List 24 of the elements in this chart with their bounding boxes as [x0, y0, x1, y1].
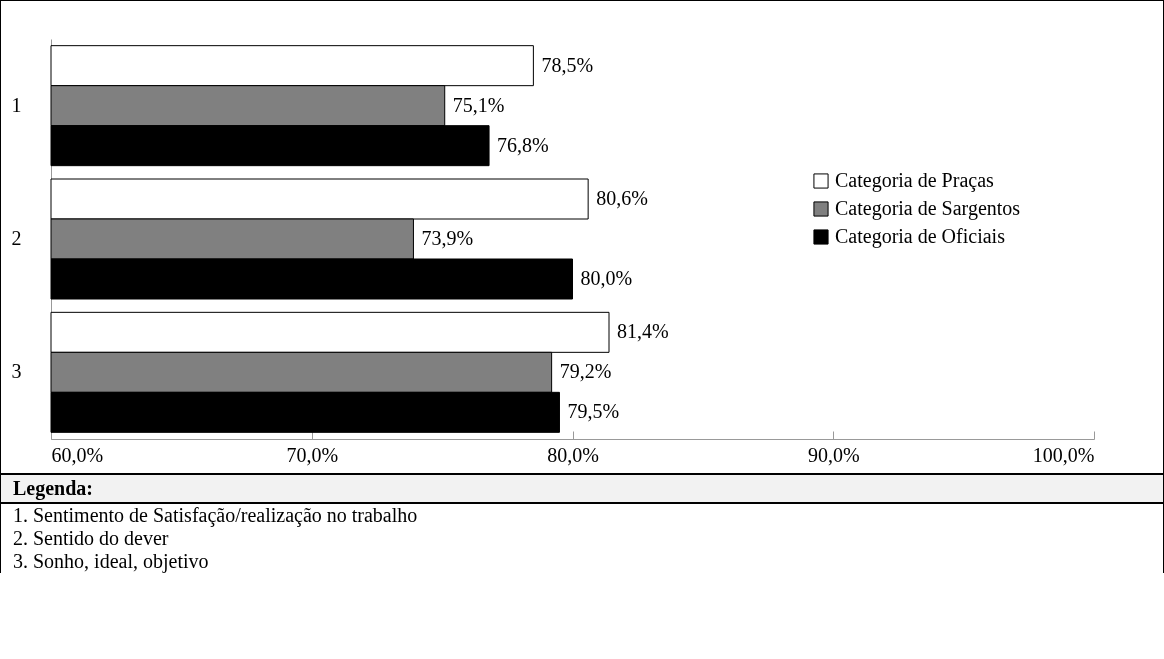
x-tick-label: 60,0%: [51, 443, 104, 466]
text: 3. Sonho, ideal, objetivo: [12, 550, 210, 573]
data-label: 80,6%: [596, 187, 648, 209]
data-label: 79,5%: [567, 400, 620, 423]
legend-label: Categoria de Sargentos: [835, 197, 1021, 220]
y-tick-label: 2: [11, 227, 22, 249]
data-label: 78,5%: [541, 53, 594, 76]
data-label: 80,0%: [580, 267, 633, 289]
data-label: 81,4%: [617, 320, 669, 343]
text: Legenda:: [1, 473, 1163, 504]
x-tick-label: 80,0%: [547, 443, 599, 466]
text: 2. Sentido do dever: [12, 527, 170, 550]
data-label: 76,8%: [497, 133, 549, 156]
legend-label: Categoria de Oficiais: [835, 225, 1006, 248]
x-tick-label: 90,0%: [807, 443, 860, 466]
x-tick-label: 70,0%: [286, 443, 339, 466]
text: 1. Sentimento de Satisfação/realização no trabalho: [12, 504, 419, 527]
data-label: 73,9%: [421, 227, 474, 249]
data-label: 75,1%: [452, 93, 505, 116]
y-tick-label: 3: [11, 360, 22, 383]
y-tick-label: 1: [11, 93, 22, 116]
x-tick-label: 100,0%: [1032, 443, 1095, 466]
legend-label: Categoria de Praças: [835, 169, 995, 192]
data-label: 79,2%: [559, 360, 612, 383]
